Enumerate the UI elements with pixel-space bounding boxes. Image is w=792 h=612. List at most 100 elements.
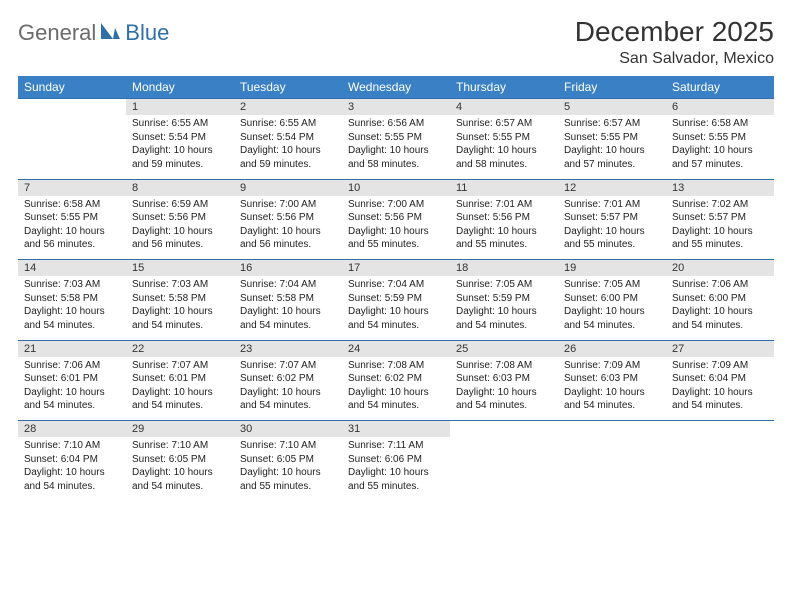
day-info-cell	[450, 437, 558, 501]
sunrise-line: Sunrise: 7:06 AM	[672, 278, 768, 292]
day-number-cell: 10	[342, 179, 450, 196]
day-number-cell: 18	[450, 260, 558, 277]
day-number-row: 78910111213	[18, 179, 774, 196]
daylight-line: Daylight: 10 hours and 54 minutes.	[672, 386, 768, 413]
sunrise-line: Sunrise: 7:05 AM	[564, 278, 660, 292]
day-number-cell: 24	[342, 340, 450, 357]
sunrise-line: Sunrise: 7:05 AM	[456, 278, 552, 292]
day-number-cell: 1	[126, 99, 234, 116]
day-info-cell: Sunrise: 6:57 AMSunset: 5:55 PMDaylight:…	[558, 115, 666, 179]
daylight-line: Daylight: 10 hours and 54 minutes.	[456, 386, 552, 413]
day-info-cell: Sunrise: 7:01 AMSunset: 5:56 PMDaylight:…	[450, 196, 558, 260]
day-info-cell: Sunrise: 7:01 AMSunset: 5:57 PMDaylight:…	[558, 196, 666, 260]
day-number-cell: 28	[18, 421, 126, 438]
day-info-cell	[558, 437, 666, 501]
day-number-cell: 11	[450, 179, 558, 196]
day-number-row: 14151617181920	[18, 260, 774, 277]
day-number-cell: 26	[558, 340, 666, 357]
daylight-line: Daylight: 10 hours and 54 minutes.	[348, 305, 444, 332]
daylight-line: Daylight: 10 hours and 56 minutes.	[24, 225, 120, 252]
sunrise-line: Sunrise: 7:09 AM	[564, 359, 660, 373]
day-info-cell: Sunrise: 7:03 AMSunset: 5:58 PMDaylight:…	[126, 276, 234, 340]
sunrise-line: Sunrise: 6:57 AM	[456, 117, 552, 131]
daylight-line: Daylight: 10 hours and 54 minutes.	[24, 305, 120, 332]
day-info-cell: Sunrise: 7:10 AMSunset: 6:05 PMDaylight:…	[126, 437, 234, 501]
sunset-line: Sunset: 6:01 PM	[132, 372, 228, 386]
sunrise-line: Sunrise: 6:59 AM	[132, 198, 228, 212]
sunrise-line: Sunrise: 7:10 AM	[132, 439, 228, 453]
day-number-cell: 9	[234, 179, 342, 196]
day-number-cell	[666, 421, 774, 438]
sunset-line: Sunset: 5:55 PM	[564, 131, 660, 145]
day-number-cell: 13	[666, 179, 774, 196]
header: General Blue December 2025 San Salvador,…	[18, 16, 774, 68]
sunset-line: Sunset: 5:55 PM	[24, 211, 120, 225]
day-info-cell: Sunrise: 7:04 AMSunset: 5:58 PMDaylight:…	[234, 276, 342, 340]
sunrise-line: Sunrise: 7:07 AM	[132, 359, 228, 373]
day-info-cell: Sunrise: 7:05 AMSunset: 6:00 PMDaylight:…	[558, 276, 666, 340]
sunrise-line: Sunrise: 6:56 AM	[348, 117, 444, 131]
sunrise-line: Sunrise: 6:55 AM	[240, 117, 336, 131]
sunset-line: Sunset: 6:05 PM	[132, 453, 228, 467]
day-number-cell	[450, 421, 558, 438]
sunrise-line: Sunrise: 7:06 AM	[24, 359, 120, 373]
day-number-cell: 22	[126, 340, 234, 357]
sunset-line: Sunset: 5:56 PM	[456, 211, 552, 225]
sunrise-line: Sunrise: 7:01 AM	[564, 198, 660, 212]
sunset-line: Sunset: 5:57 PM	[564, 211, 660, 225]
sunrise-line: Sunrise: 7:04 AM	[240, 278, 336, 292]
daylight-line: Daylight: 10 hours and 55 minutes.	[348, 225, 444, 252]
sunset-line: Sunset: 6:01 PM	[24, 372, 120, 386]
day-number-row: 28293031	[18, 421, 774, 438]
daylight-line: Daylight: 10 hours and 57 minutes.	[672, 144, 768, 171]
sunset-line: Sunset: 5:54 PM	[240, 131, 336, 145]
daylight-line: Daylight: 10 hours and 55 minutes.	[240, 466, 336, 493]
sunrise-line: Sunrise: 7:10 AM	[24, 439, 120, 453]
sunrise-line: Sunrise: 6:57 AM	[564, 117, 660, 131]
day-number-row: 123456	[18, 99, 774, 116]
daylight-line: Daylight: 10 hours and 58 minutes.	[348, 144, 444, 171]
day-info-cell: Sunrise: 7:09 AMSunset: 6:03 PMDaylight:…	[558, 357, 666, 421]
sunset-line: Sunset: 5:58 PM	[132, 292, 228, 306]
day-info-cell: Sunrise: 6:59 AMSunset: 5:56 PMDaylight:…	[126, 196, 234, 260]
sunrise-line: Sunrise: 7:07 AM	[240, 359, 336, 373]
daylight-line: Daylight: 10 hours and 55 minutes.	[348, 466, 444, 493]
sunset-line: Sunset: 6:04 PM	[24, 453, 120, 467]
daylight-line: Daylight: 10 hours and 55 minutes.	[672, 225, 768, 252]
brand-part2: Blue	[125, 20, 169, 46]
sunset-line: Sunset: 5:58 PM	[240, 292, 336, 306]
day-info-cell: Sunrise: 7:08 AMSunset: 6:03 PMDaylight:…	[450, 357, 558, 421]
day-info-cell: Sunrise: 6:55 AMSunset: 5:54 PMDaylight:…	[234, 115, 342, 179]
day-info-cell: Sunrise: 7:06 AMSunset: 6:00 PMDaylight:…	[666, 276, 774, 340]
sunrise-line: Sunrise: 7:04 AM	[348, 278, 444, 292]
sunset-line: Sunset: 6:04 PM	[672, 372, 768, 386]
daylight-line: Daylight: 10 hours and 54 minutes.	[24, 466, 120, 493]
daylight-line: Daylight: 10 hours and 56 minutes.	[240, 225, 336, 252]
sunset-line: Sunset: 5:56 PM	[132, 211, 228, 225]
sunrise-line: Sunrise: 7:02 AM	[672, 198, 768, 212]
day-number-cell: 23	[234, 340, 342, 357]
day-info-cell: Sunrise: 7:11 AMSunset: 6:06 PMDaylight:…	[342, 437, 450, 501]
weekday-header: Tuesday	[234, 76, 342, 99]
sunrise-line: Sunrise: 7:10 AM	[240, 439, 336, 453]
day-number-cell: 4	[450, 99, 558, 116]
daylight-line: Daylight: 10 hours and 54 minutes.	[240, 386, 336, 413]
day-info-cell: Sunrise: 7:10 AMSunset: 6:04 PMDaylight:…	[18, 437, 126, 501]
sunset-line: Sunset: 6:00 PM	[564, 292, 660, 306]
daylight-line: Daylight: 10 hours and 58 minutes.	[456, 144, 552, 171]
day-info-cell	[666, 437, 774, 501]
sunrise-line: Sunrise: 6:58 AM	[24, 198, 120, 212]
sunset-line: Sunset: 6:02 PM	[240, 372, 336, 386]
day-info-cell: Sunrise: 7:09 AMSunset: 6:04 PMDaylight:…	[666, 357, 774, 421]
day-info-cell: Sunrise: 6:58 AMSunset: 5:55 PMDaylight:…	[666, 115, 774, 179]
sunset-line: Sunset: 6:00 PM	[672, 292, 768, 306]
day-info-cell: Sunrise: 7:00 AMSunset: 5:56 PMDaylight:…	[342, 196, 450, 260]
day-info-cell: Sunrise: 7:06 AMSunset: 6:01 PMDaylight:…	[18, 357, 126, 421]
title-block: December 2025 San Salvador, Mexico	[575, 16, 774, 68]
brand-logo: General Blue	[18, 16, 169, 46]
sunrise-line: Sunrise: 7:00 AM	[240, 198, 336, 212]
day-number-cell: 5	[558, 99, 666, 116]
day-info-cell: Sunrise: 6:58 AMSunset: 5:55 PMDaylight:…	[18, 196, 126, 260]
sunrise-line: Sunrise: 7:11 AM	[348, 439, 444, 453]
daylight-line: Daylight: 10 hours and 59 minutes.	[240, 144, 336, 171]
